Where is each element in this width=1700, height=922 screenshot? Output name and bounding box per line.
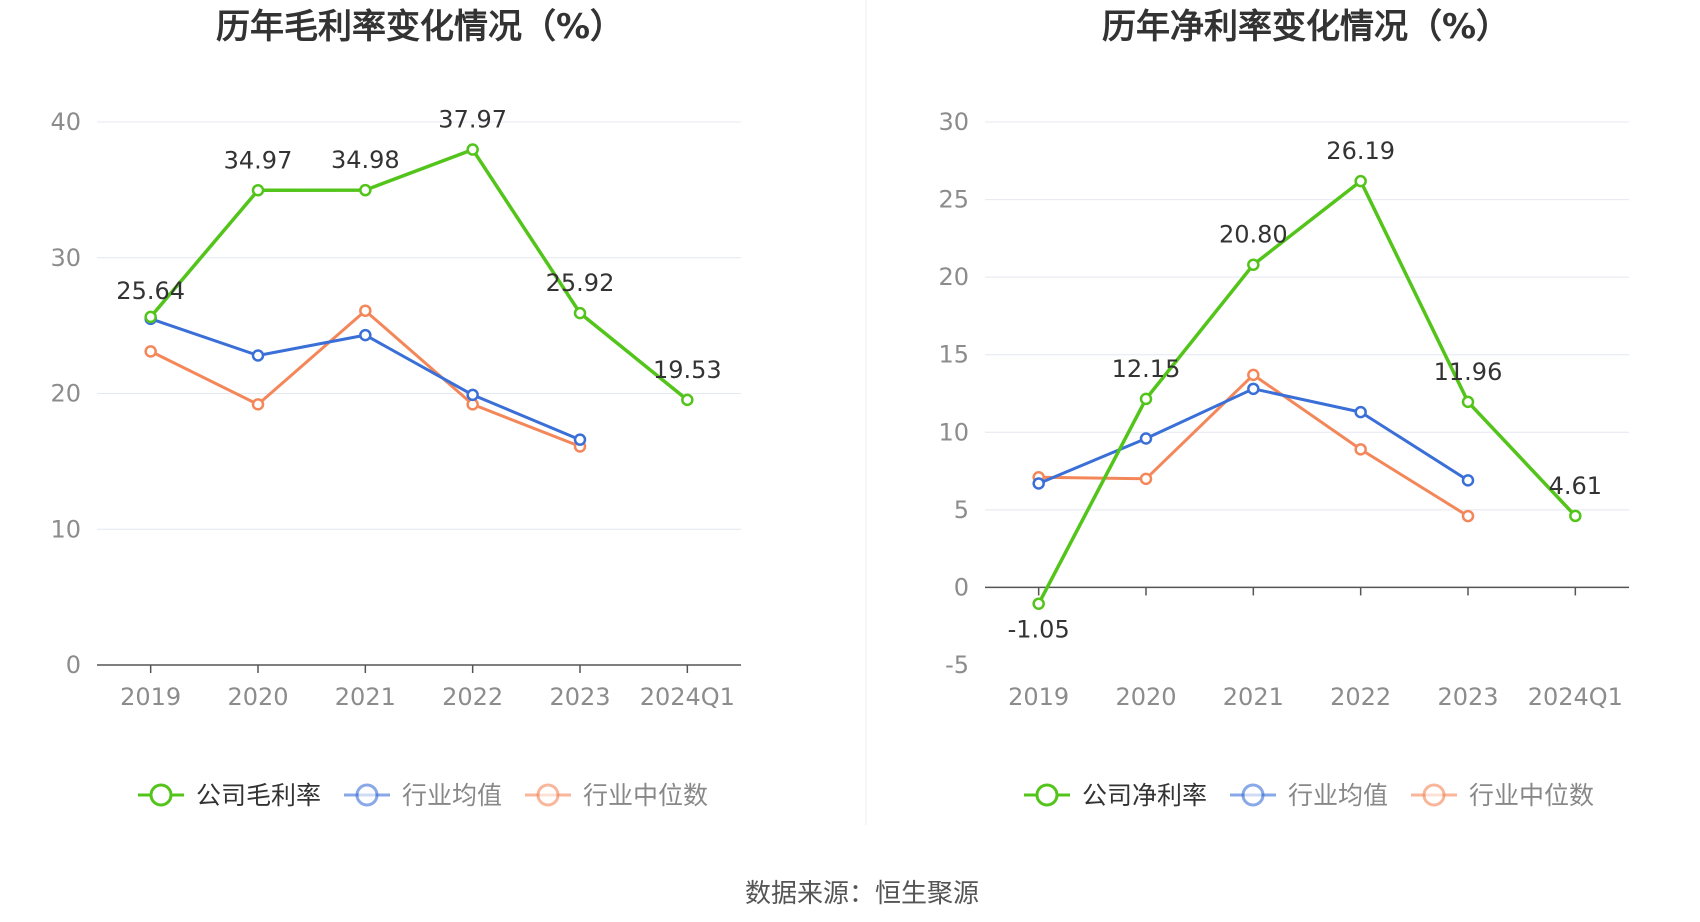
x-tick-label: 2019 — [120, 683, 181, 711]
chart-title: 历年毛利率变化情况（%） — [216, 7, 624, 47]
legend-label: 公司净利率 — [1082, 781, 1207, 810]
data-label: 25.92 — [546, 269, 615, 297]
data-point-industry_median[interactable] — [144, 345, 157, 358]
y-tick-label: 30 — [938, 108, 969, 136]
data-point-company[interactable] — [1139, 392, 1153, 406]
data-point-industry_median[interactable] — [1354, 443, 1367, 456]
data-point-industry_avg[interactable] — [251, 349, 265, 362]
legend-marker-icon — [149, 783, 173, 807]
y-tick-label: 20 — [938, 263, 969, 291]
data-label: 26.19 — [1326, 137, 1395, 165]
x-tick-label: 2021 — [1223, 683, 1284, 711]
legend-item-industry_avg[interactable]: 行业均值 — [1230, 781, 1388, 810]
legend-item-company[interactable]: 公司毛利率 — [138, 781, 321, 810]
data-point-industry_avg[interactable] — [573, 433, 587, 446]
legend-label: 行业均值 — [402, 781, 502, 810]
series-line-industry_avg — [1038, 387, 1469, 485]
legend-item-industry_median[interactable]: 行业中位数 — [525, 781, 708, 810]
x-tick-label: 2024Q1 — [1528, 683, 1623, 711]
x-tick-label: 2022 — [442, 683, 503, 711]
y-tick-label: 40 — [50, 108, 81, 136]
x-tick-label: 2023 — [549, 683, 610, 711]
data-point-company[interactable] — [144, 310, 157, 324]
data-label: 25.64 — [116, 277, 185, 305]
data-point-industry_avg[interactable] — [359, 328, 372, 342]
data-point-industry_avg[interactable] — [1354, 405, 1367, 419]
y-tick-label: 25 — [938, 186, 969, 214]
data-point-industry_median[interactable] — [1461, 509, 1475, 523]
data-point-company[interactable] — [1032, 597, 1045, 610]
series-line-industry_median — [1038, 373, 1469, 518]
data-point-industry_avg[interactable] — [1032, 477, 1045, 490]
legend-item-company[interactable]: 公司净利率 — [1024, 781, 1207, 810]
legend-marker-icon — [1422, 783, 1446, 807]
y-tick-label: 0 — [954, 573, 969, 601]
data-point-company[interactable] — [1461, 395, 1475, 409]
data-point-industry_median[interactable] — [1139, 472, 1153, 486]
data-label: 34.97 — [224, 146, 293, 174]
y-tick-label: 10 — [50, 515, 81, 543]
x-tick-label: 2019 — [1008, 683, 1069, 711]
data-point-industry_avg[interactable] — [466, 388, 479, 402]
data-label: 19.53 — [653, 356, 722, 384]
data-point-industry_avg[interactable] — [1247, 382, 1260, 396]
chart-title: 历年净利率变化情况（%） — [1102, 7, 1510, 47]
data-point-company[interactable] — [1569, 509, 1582, 523]
legend-item-industry_median[interactable]: 行业中位数 — [1411, 781, 1594, 810]
legend-marker-icon — [1241, 783, 1265, 807]
gross-margin-chart: 历年毛利率变化情况（%） 0 10 20 30 40 2019 2020 2021 2022 20… — [50, 7, 741, 810]
data-label: 12.15 — [1112, 355, 1181, 383]
data-point-industry_median[interactable] — [1247, 368, 1260, 382]
data-point-company[interactable] — [359, 183, 372, 197]
data-point-industry_avg[interactable] — [1139, 432, 1153, 445]
y-tick-label: 20 — [50, 380, 81, 408]
legend-marker-icon — [1035, 783, 1059, 807]
data-point-company[interactable] — [466, 143, 479, 156]
y-tick-label: 10 — [938, 418, 969, 446]
x-tick-label: 2024Q1 — [640, 683, 735, 711]
data-label: 34.98 — [331, 146, 400, 174]
legend-marker-icon — [536, 783, 560, 807]
data-source: 数据来源：恒生聚源 — [745, 879, 979, 909]
data-point-company[interactable] — [1247, 258, 1260, 271]
data-point-company[interactable] — [681, 393, 694, 407]
data-point-industry_median[interactable] — [251, 398, 265, 411]
x-tick-label: 2020 — [1115, 683, 1176, 711]
x-tick-label: 2021 — [335, 683, 396, 711]
data-label: -1.05 — [1008, 616, 1070, 644]
legend-label: 行业中位数 — [583, 781, 708, 810]
data-label: 11.96 — [1434, 358, 1503, 386]
legend-item-industry_avg[interactable]: 行业均值 — [344, 781, 502, 810]
y-tick-label: 30 — [50, 244, 81, 272]
legend-label: 行业中位数 — [1469, 781, 1594, 810]
data-label: 20.80 — [1219, 221, 1288, 249]
data-label: 37.97 — [438, 106, 507, 134]
data-point-company[interactable] — [1354, 174, 1367, 188]
data-point-industry_median[interactable] — [359, 304, 372, 317]
x-tick-label: 2022 — [1330, 683, 1391, 711]
data-point-company[interactable] — [573, 306, 587, 320]
x-tick-label: 2023 — [1437, 683, 1498, 711]
legend-label: 公司毛利率 — [196, 781, 321, 810]
y-tick-label: 5 — [954, 496, 969, 524]
y-tick-label: 0 — [66, 651, 81, 679]
data-point-company[interactable] — [251, 184, 265, 197]
data-point-industry_avg[interactable] — [1461, 474, 1475, 487]
series-line-company — [1037, 179, 1577, 605]
y-tick-label: -5 — [945, 651, 969, 679]
legend-marker-icon — [355, 783, 379, 807]
legend-label: 行业均值 — [1288, 781, 1388, 810]
data-label: 4.61 — [1549, 472, 1602, 500]
series-line-company — [149, 147, 689, 402]
x-tick-label: 2020 — [227, 683, 288, 711]
net-margin-chart: 历年净利率变化情况（%） -5 0 5 10 15 20 25 30 2019 2020 2021 2… — [938, 7, 1629, 810]
y-tick-label: 15 — [938, 341, 969, 369]
